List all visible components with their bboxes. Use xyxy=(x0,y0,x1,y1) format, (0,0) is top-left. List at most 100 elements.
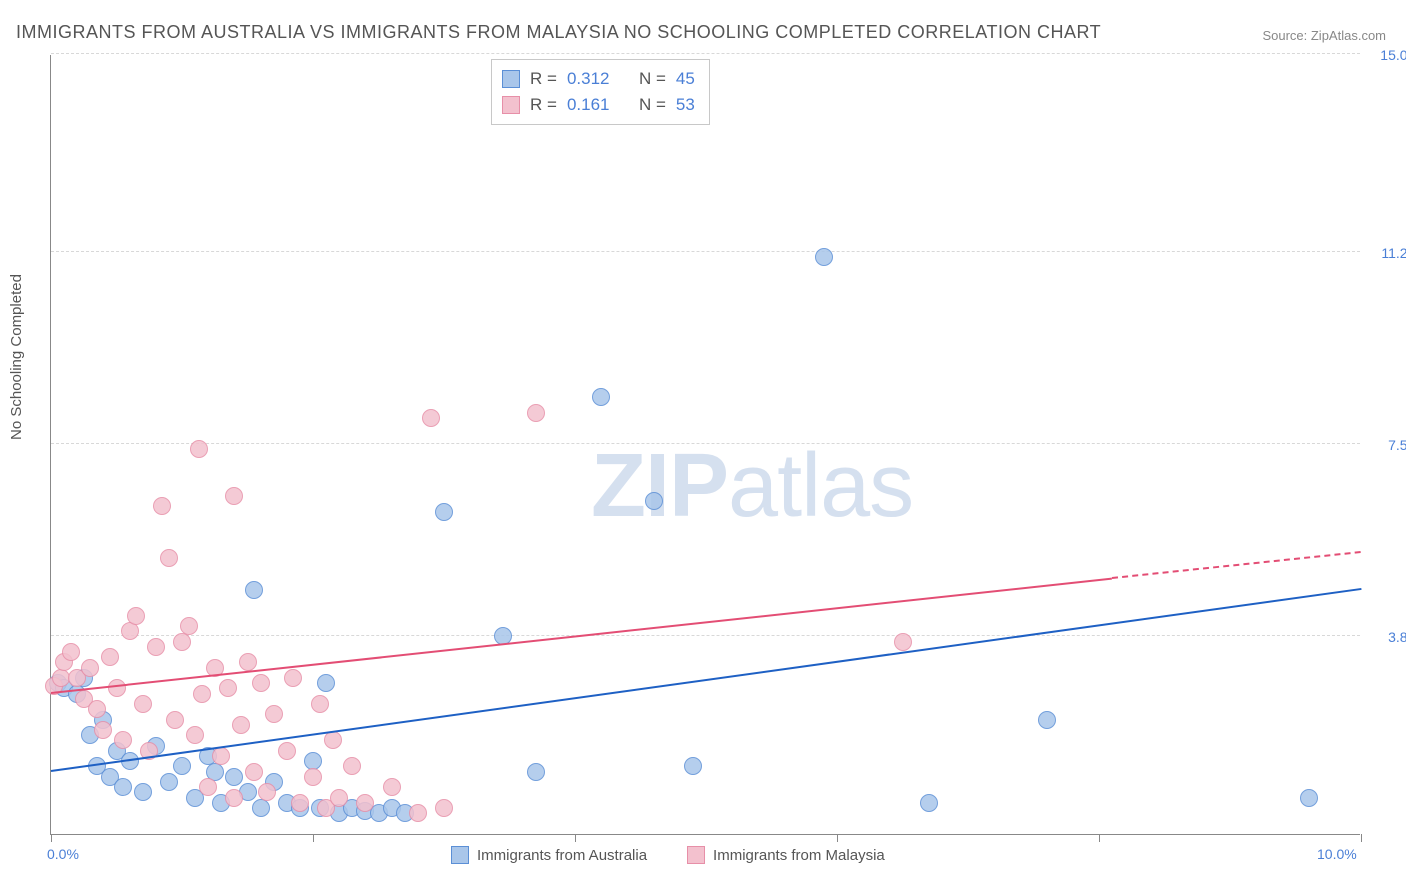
point-malaysia xyxy=(212,747,230,765)
ytick-label: 15.0% xyxy=(1365,47,1406,63)
gridline xyxy=(51,635,1360,636)
r-label: R = xyxy=(530,66,557,92)
point-malaysia xyxy=(258,783,276,801)
point-malaysia xyxy=(121,622,139,640)
point-malaysia xyxy=(219,679,237,697)
point-malaysia xyxy=(232,716,250,734)
point-malaysia xyxy=(225,487,243,505)
xtick xyxy=(1099,834,1100,842)
swatch-malaysia-bottom xyxy=(687,846,705,864)
point-australia xyxy=(435,503,453,521)
point-malaysia xyxy=(88,700,106,718)
point-australia xyxy=(134,783,152,801)
xtick-label: 10.0% xyxy=(1317,846,1357,862)
chart-title: IMMIGRANTS FROM AUSTRALIA VS IMMIGRANTS … xyxy=(16,22,1101,43)
stats-row-australia: R = 0.312 N = 45 xyxy=(502,66,695,92)
legend-bottom: Immigrants from Australia Immigrants fro… xyxy=(451,846,885,864)
point-australia xyxy=(592,388,610,406)
point-malaysia xyxy=(278,742,296,760)
ytick-label: 11.2% xyxy=(1365,245,1406,261)
point-australia xyxy=(645,492,663,510)
point-australia xyxy=(252,799,270,817)
point-malaysia xyxy=(173,633,191,651)
watermark-atlas: atlas xyxy=(728,436,913,536)
plot-area: ZIPatlas R = 0.312 N = 45 R = 0.161 N = … xyxy=(50,55,1360,835)
point-malaysia xyxy=(180,617,198,635)
watermark-zip: ZIP xyxy=(591,436,728,536)
point-malaysia xyxy=(190,440,208,458)
point-australia xyxy=(225,768,243,786)
legend-label-malaysia: Immigrants from Malaysia xyxy=(713,847,885,864)
r-value-australia: 0.312 xyxy=(567,66,610,92)
xtick xyxy=(51,834,52,842)
point-malaysia xyxy=(291,794,309,812)
point-malaysia xyxy=(81,659,99,677)
swatch-australia xyxy=(502,70,520,88)
point-malaysia xyxy=(324,731,342,749)
point-malaysia xyxy=(160,549,178,567)
point-malaysia xyxy=(193,685,211,703)
point-malaysia xyxy=(147,638,165,656)
r-label: R = xyxy=(530,92,557,118)
point-malaysia xyxy=(311,695,329,713)
point-malaysia xyxy=(166,711,184,729)
point-malaysia xyxy=(304,768,322,786)
point-australia xyxy=(920,794,938,812)
watermark-logo: ZIPatlas xyxy=(591,435,913,538)
point-malaysia xyxy=(108,679,126,697)
n-label: N = xyxy=(639,92,666,118)
y-axis-label: No Schooling Completed xyxy=(8,274,25,440)
source-attribution: Source: ZipAtlas.com xyxy=(1262,28,1386,43)
n-label: N = xyxy=(639,66,666,92)
stats-row-malaysia: R = 0.161 N = 53 xyxy=(502,92,695,118)
point-malaysia xyxy=(62,643,80,661)
point-australia xyxy=(160,773,178,791)
point-malaysia xyxy=(239,653,257,671)
gridline xyxy=(51,251,1360,252)
gridline xyxy=(51,53,1360,54)
trendline-malaysia-extrapolated xyxy=(1112,551,1361,579)
point-malaysia xyxy=(343,757,361,775)
point-malaysia xyxy=(94,721,112,739)
point-malaysia xyxy=(153,497,171,515)
point-malaysia xyxy=(245,763,263,781)
point-australia xyxy=(815,248,833,266)
xtick xyxy=(575,834,576,842)
point-malaysia xyxy=(252,674,270,692)
point-malaysia xyxy=(894,633,912,651)
point-malaysia xyxy=(186,726,204,744)
point-malaysia xyxy=(225,789,243,807)
legend-item-malaysia: Immigrants from Malaysia xyxy=(687,846,885,864)
xtick xyxy=(837,834,838,842)
point-malaysia xyxy=(435,799,453,817)
point-australia xyxy=(114,778,132,796)
point-malaysia xyxy=(101,648,119,666)
legend-label-australia: Immigrants from Australia xyxy=(477,847,647,864)
legend-item-australia: Immigrants from Australia xyxy=(451,846,647,864)
point-australia xyxy=(1038,711,1056,729)
swatch-australia-bottom xyxy=(451,846,469,864)
n-value-australia: 45 xyxy=(676,66,695,92)
xtick-label: 0.0% xyxy=(47,846,79,862)
point-australia xyxy=(317,674,335,692)
point-malaysia xyxy=(265,705,283,723)
point-australia xyxy=(173,757,191,775)
n-value-malaysia: 53 xyxy=(676,92,695,118)
point-australia xyxy=(245,581,263,599)
point-malaysia xyxy=(127,607,145,625)
point-malaysia xyxy=(383,778,401,796)
r-value-malaysia: 0.161 xyxy=(567,92,610,118)
stats-legend-box: R = 0.312 N = 45 R = 0.161 N = 53 xyxy=(491,59,710,125)
point-malaysia xyxy=(356,794,374,812)
gridline xyxy=(51,443,1360,444)
point-australia xyxy=(1300,789,1318,807)
point-malaysia xyxy=(114,731,132,749)
point-malaysia xyxy=(527,404,545,422)
point-malaysia xyxy=(330,789,348,807)
point-malaysia xyxy=(134,695,152,713)
trendline-australia xyxy=(51,588,1361,772)
point-malaysia xyxy=(284,669,302,687)
xtick xyxy=(313,834,314,842)
xtick xyxy=(1361,834,1362,842)
point-australia xyxy=(527,763,545,781)
